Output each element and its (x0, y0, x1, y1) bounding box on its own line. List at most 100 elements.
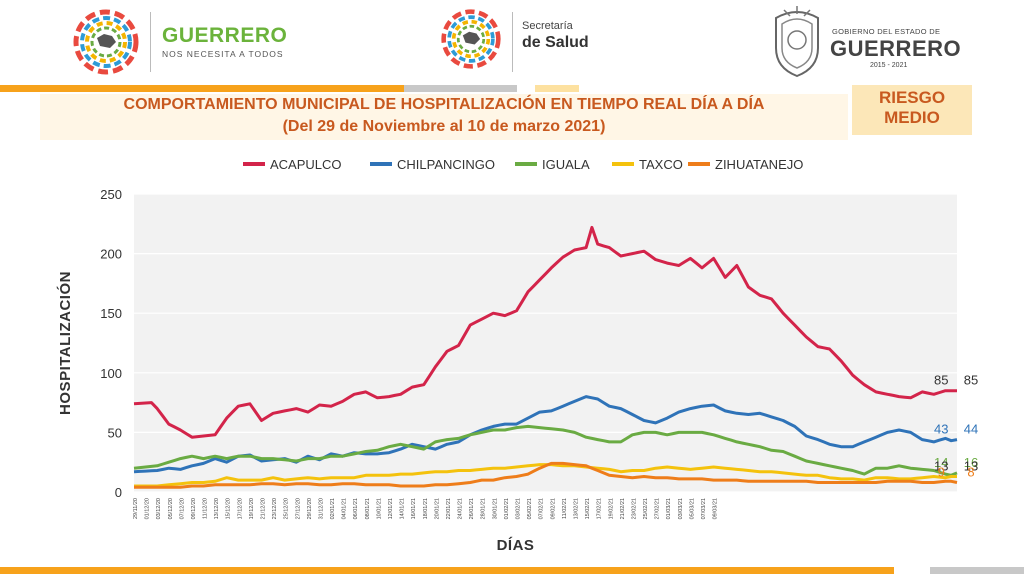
x-tick-label: 24/01/21 (458, 498, 464, 519)
y-tick-label: 250 (100, 187, 122, 202)
x-tick-label: 11/02/21 (562, 498, 568, 519)
header: GUERRERO NOS NECESITA A TODOS Secretaría… (0, 0, 1024, 84)
x-tick-label: 04/01/21 (342, 498, 348, 519)
series-line-iguala (133, 424, 958, 477)
brand-tagline: NOS NECESITA A TODOS (162, 49, 284, 59)
accent-bar (0, 85, 404, 92)
x-tick-label: 12/01/21 (388, 498, 394, 519)
x-tick-label: 09/03/21 (713, 498, 719, 519)
plot-area (134, 194, 957, 492)
data-label: 13 (964, 459, 978, 474)
x-tick-label: 17/02/21 (597, 498, 603, 519)
legend-label: ZIHUATANEJO (715, 157, 803, 172)
x-tick-label: 09/02/21 (550, 498, 556, 519)
x-tick-label: 16/01/21 (411, 498, 417, 519)
x-tick-label: 13/12/20 (214, 498, 220, 519)
legend-label: ACAPULCO (270, 157, 342, 172)
x-tick-label: 31/12/20 (318, 498, 324, 519)
data-label: 8 (967, 464, 974, 479)
y-tick-label: 50 (108, 425, 122, 440)
footer-bar (930, 567, 1024, 574)
health-secretary-big: de Salud (522, 34, 589, 51)
x-tick-label: 11/12/20 (203, 498, 209, 519)
data-label: 16 (964, 455, 978, 470)
footer-bar (0, 567, 894, 574)
title-background (40, 94, 848, 140)
x-tick-label: 22/01/21 (446, 498, 452, 519)
x-tick-label: 29/11/20 (133, 498, 139, 519)
x-tick-label: 07/12/20 (179, 498, 185, 519)
data-label: 85 (934, 373, 948, 388)
x-tick-label: 13/02/21 (573, 498, 579, 519)
x-tick-label: 01/02/21 (504, 498, 510, 519)
data-label: 85 (964, 373, 978, 388)
x-tick-label: 21/02/21 (620, 498, 626, 519)
health-secretary-small: Secretaría (522, 20, 573, 32)
divider (512, 12, 513, 72)
page-title: COMPORTAMIENTO MUNICIPAL DE HOSPITALIZAC… (123, 96, 765, 113)
x-tick-label: 02/01/21 (330, 498, 336, 519)
page-subtitle: (Del 29 de Noviembre al 10 de marzo 2021… (282, 118, 606, 135)
x-tick-label: 25/02/21 (643, 498, 649, 519)
x-tick-label: 17/12/20 (237, 498, 243, 519)
legend-label: TAXCO (639, 157, 683, 172)
x-tick-label: 14/01/21 (400, 498, 406, 519)
x-tick-label: 20/01/21 (434, 498, 440, 519)
government-years: 2015 - 2021 (870, 62, 908, 69)
x-axis-title: DÍAS (497, 537, 535, 554)
x-tick-label: 30/01/21 (492, 498, 498, 519)
risk-level: MEDIO (884, 108, 940, 127)
x-tick-label: 07/03/21 (701, 498, 707, 519)
guerrero-logo-icon (73, 9, 139, 75)
x-tick-label: 23/02/21 (631, 498, 637, 519)
x-tick-label: 21/12/20 (261, 498, 267, 519)
data-label: 44 (964, 422, 978, 437)
x-tick-label: 08/01/21 (365, 498, 371, 519)
x-tick-label: 05/12/20 (168, 498, 174, 519)
x-tick-label: 05/02/21 (527, 498, 533, 519)
x-tick-label: 07/02/21 (539, 498, 545, 519)
x-tick-label: 23/12/20 (272, 498, 278, 519)
series-line-zihuatanejo (134, 461, 958, 489)
x-tick-label: 03/02/21 (516, 498, 522, 519)
x-tick-label: 27/12/20 (295, 498, 301, 519)
data-label: 13 (934, 459, 948, 474)
x-tick-label: 29/12/20 (307, 498, 313, 519)
x-tick-label: 09/12/20 (191, 498, 197, 519)
accent-bar (404, 85, 517, 92)
x-tick-label: 03/12/20 (156, 498, 162, 519)
legend-label: CHILPANCINGO (397, 157, 495, 172)
x-tick-label: 26/01/21 (469, 498, 475, 519)
divider (150, 12, 151, 72)
y-axis-title: HOSPITALIZACIÓN (56, 271, 74, 415)
data-label: 43 (934, 422, 948, 437)
x-tick-label: 27/02/21 (655, 498, 661, 519)
y-tick-label: 100 (100, 366, 122, 381)
government-name: GUERRERO (830, 36, 962, 61)
data-label: 9 (938, 464, 945, 479)
x-tick-label: 03/03/21 (678, 498, 684, 519)
series-line-acapulco (133, 225, 957, 439)
x-tick-label: 19/02/21 (608, 498, 614, 519)
x-tick-label: 18/01/21 (423, 498, 429, 519)
x-tick-label: 15/02/21 (585, 498, 591, 519)
x-tick-label: 15/12/20 (226, 498, 232, 519)
accent-bar (535, 85, 579, 92)
y-tick-label: 200 (100, 247, 122, 262)
x-tick-label: 10/01/21 (376, 498, 382, 519)
hospitalization-chart: 0 50 100 150 200 250 29/11/20 01/12/20 03/12/20 0… (56, 157, 978, 554)
data-label: 14 (934, 455, 948, 470)
risk-badge (852, 85, 972, 135)
x-tick-label: 01/03/21 (666, 498, 672, 519)
brand-name: GUERRERO (162, 24, 288, 47)
x-tick-label: 19/12/20 (249, 498, 255, 519)
x-tick-label: 28/01/21 (481, 498, 487, 519)
legend-label: IGUALA (542, 157, 590, 172)
state-seal-icon (775, 6, 819, 78)
x-tick-label: 05/03/21 (689, 498, 695, 519)
y-tick-label: 150 (100, 306, 122, 321)
y-tick-label: 0 (115, 485, 122, 500)
government-label: GOBIERNO DEL ESTADO DE (832, 27, 941, 36)
x-tick-label: 06/01/21 (353, 498, 359, 519)
x-tick-label: 01/12/20 (145, 498, 151, 519)
